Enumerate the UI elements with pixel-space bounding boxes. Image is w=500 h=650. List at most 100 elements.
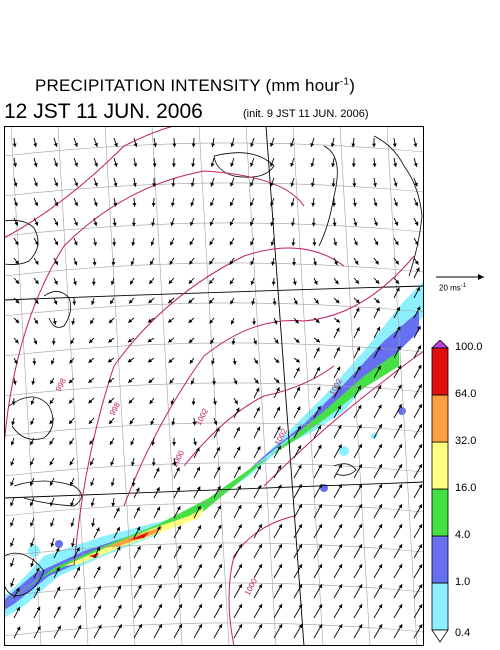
wind-vector-head [34,241,39,246]
wind-vector-head [128,399,133,404]
wind-vector-head [15,319,20,324]
wind-vector-head [238,624,243,629]
meridian [198,126,230,646]
init-time: (init. 9 JST 11 JUN. 2006) [243,108,369,120]
wind-vector-head [49,461,54,466]
wind-vector-head [68,399,73,404]
wind-vector-head [278,504,282,509]
wind-vector-head [378,504,382,509]
wind-vector-head [295,338,300,343]
wind-vector-head [397,384,402,389]
wind-vector-head [115,507,120,512]
wind-vector-head [137,565,141,570]
wind-vector-head [189,241,194,246]
wind-vector-head [237,466,241,471]
wind-vector-head [338,624,343,629]
wind-vector-head [315,347,320,352]
wind-vector-head [70,481,74,486]
wind-vector-head [278,604,283,609]
wind-vector-head [168,299,173,304]
wind-vector-head [258,544,262,549]
wind-vector-head [32,361,37,365]
wind-vector-head [158,584,162,589]
wind-vector-head [133,143,138,147]
wind-vector-head [151,441,156,446]
wind-vector-head [13,163,18,167]
wind-vector-head [34,182,38,187]
wind-vector-head [10,502,14,507]
wind-vector-head [235,407,240,412]
wind-vector-head [375,260,379,265]
wind-vector-head [54,162,58,167]
isobar [183,365,335,467]
wind-vector-head [54,202,59,207]
wind-vector-head [211,360,215,365]
wind-vector-head [256,407,260,412]
wind-vector-head [29,481,34,486]
wind-vector-head [192,421,197,426]
wind-vector-head [357,385,361,390]
wind-vector-head [196,486,201,491]
wind-vector-head [291,242,296,246]
wind-vector-head [90,502,95,507]
wind-vector-head [209,299,213,304]
wind-vector-head [414,241,419,246]
wind-vector-head [418,624,423,629]
wind-vector-head [354,241,358,246]
colorbar-box [431,535,449,584]
wind-vector-head [111,261,116,266]
wind-vector-head [398,464,402,469]
wind-vector-head [355,299,360,304]
colorbar-level-label: 100.0 [455,341,483,353]
wind-vector-head [297,425,301,430]
wind-vector-head [358,424,362,429]
wind-vector-head [374,241,379,246]
wind-vector-head [373,202,378,207]
wind-vector-head [168,279,173,284]
wind-vector-head [111,502,116,507]
wind-vector-head [336,366,341,371]
wind-vector-head [70,543,75,547]
wind-vector-head [88,358,93,363]
wind-vector-head [128,318,133,323]
wind-vector-head [171,421,176,426]
wind-vector-head [317,444,322,449]
wind-vector-head [96,566,101,571]
precip-cell [55,540,63,548]
wind-vector-head [378,604,383,609]
wind-vector-head [378,484,382,489]
wind-vector-head [335,299,340,304]
wind-vector-head [11,421,16,426]
wind-vector-head [258,624,263,629]
reference-parallel [4,481,424,499]
parallel [4,502,424,517]
wind-vector-head [336,347,340,352]
wind-vector-head [358,504,362,509]
wind-vector-head [258,504,262,509]
wind-vector-head [170,241,174,246]
wind-vector-head [271,281,276,286]
wind-vector-head [258,584,262,589]
wind-vector-head [197,505,201,510]
wind-vector-head [89,440,94,445]
wind-vector-head [138,604,142,609]
colorbar-level-label: 64.0 [455,388,477,400]
wind-vector-head [128,378,133,383]
wind-vector-head [295,358,300,363]
wind-vector-head [109,420,113,425]
wind-vector-head [156,487,160,492]
wind-vector-head [172,442,177,446]
wind-vector-head [69,420,73,425]
colorbar-level-label: 16.0 [455,482,477,494]
wind-vector-head [258,564,262,569]
wind-vector-head [129,420,134,425]
wind-vector-head [334,280,339,285]
colorbar-level-label: 4.0 [455,529,471,541]
isobar [4,170,305,447]
wind-vector-head [378,524,383,529]
wind-vector-head [396,306,400,311]
wind-vector-head [375,299,380,304]
wind-vector-head [414,202,419,207]
wind-vector-head [70,502,75,507]
parallel [4,262,424,277]
